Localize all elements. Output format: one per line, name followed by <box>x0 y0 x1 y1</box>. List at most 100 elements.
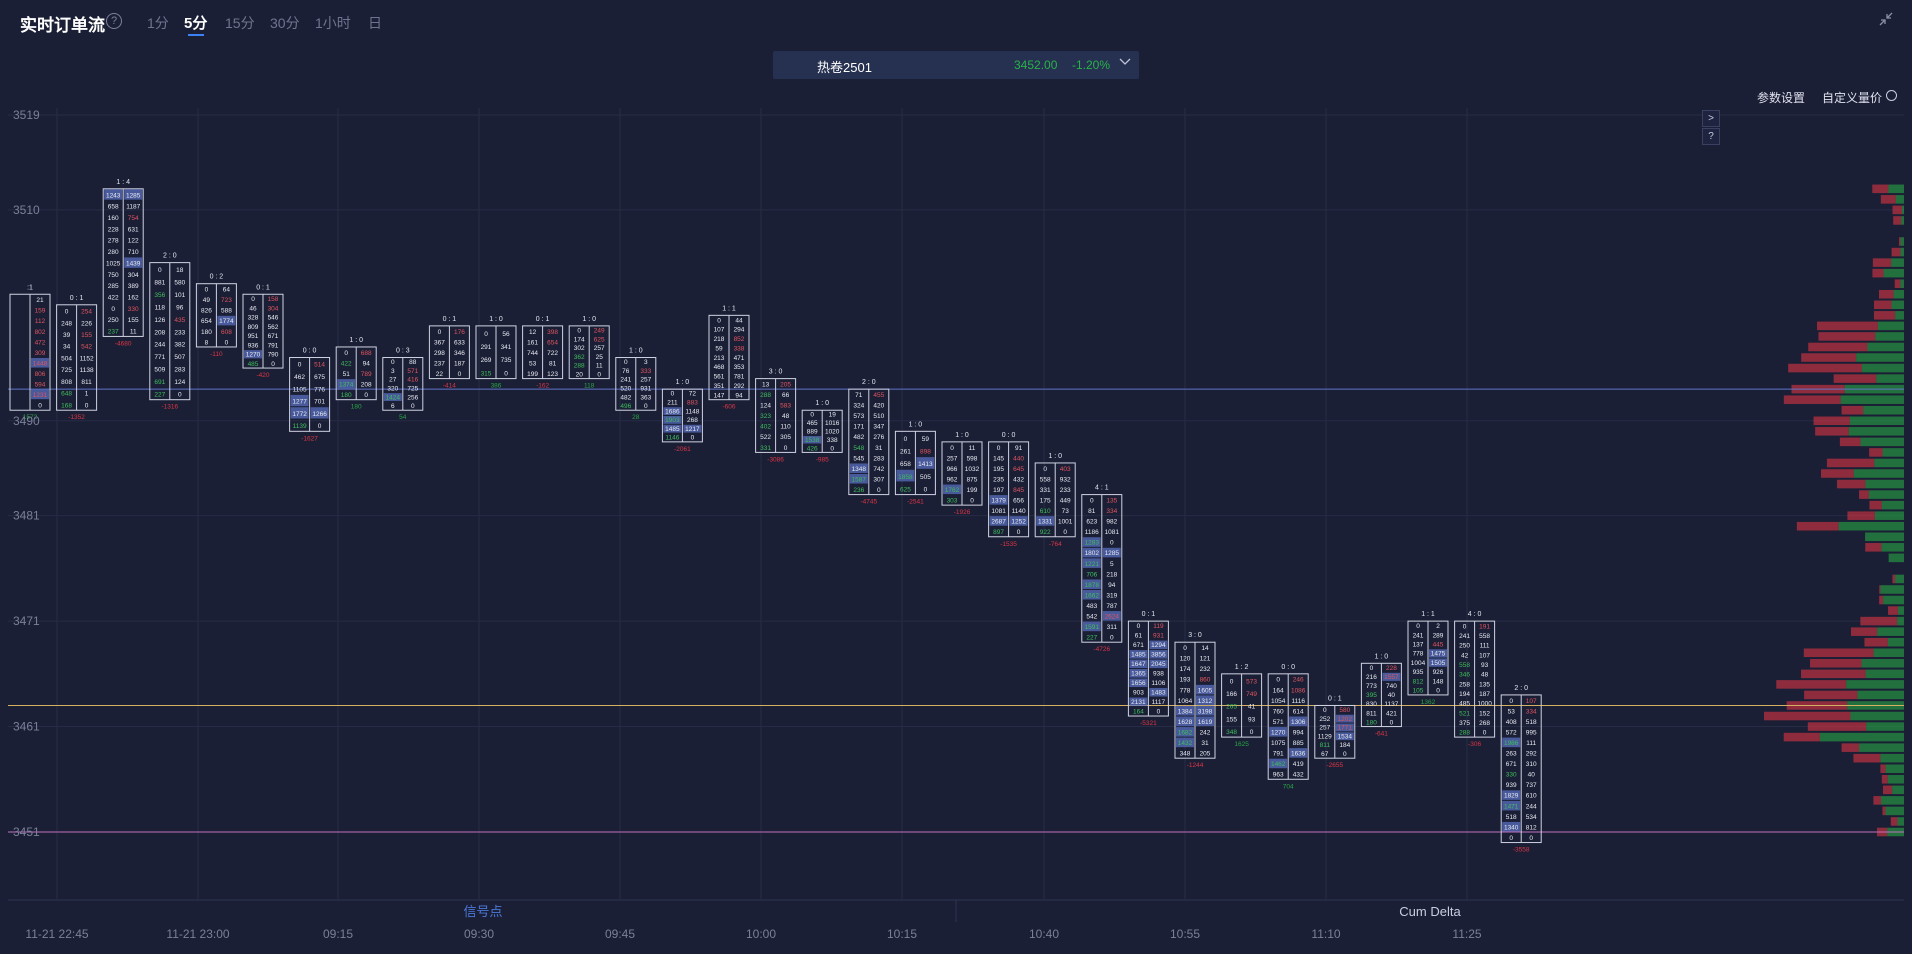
tab-1hour[interactable]: 1小时 <box>315 15 351 31</box>
profile-buy-bar <box>1895 311 1904 320</box>
ask-cell: 2045 <box>1151 661 1166 668</box>
bid-cell: 0 <box>438 329 442 336</box>
profile-sell-bar <box>1890 817 1898 826</box>
tab-1min[interactable]: 1分 <box>147 15 169 31</box>
candle-frame <box>941 441 983 506</box>
bid-cell: 1462 <box>1271 761 1286 768</box>
clock-icon[interactable] <box>1886 90 1897 101</box>
bid-cell: 330 <box>1506 772 1517 779</box>
candle-ratio-label: 1 : 1 <box>722 305 736 312</box>
bid-cell: 362 <box>574 354 585 361</box>
profile-sell-bar <box>1808 342 1868 352</box>
signal-tab[interactable]: 信号点 <box>463 904 503 919</box>
ask-cell: 0 <box>691 435 695 442</box>
sell-highlight <box>31 358 49 368</box>
bid-cell: 1270 <box>246 352 261 359</box>
bid-cell: 811 <box>1320 742 1331 749</box>
tab-5min[interactable]: 5分 <box>184 15 208 32</box>
bid-cell: 1348 <box>852 466 867 473</box>
buy-highlight <box>1036 516 1055 526</box>
candle-ratio-label: 0 : 3 <box>396 348 410 355</box>
bid-cell: 258 <box>1459 681 1470 688</box>
ask-cell: 0 <box>830 445 834 452</box>
symbol-change: -1.20% <box>1072 58 1111 72</box>
ask-cell: 18 <box>176 267 184 274</box>
custom-volume-link[interactable]: 自定义量价 <box>1822 91 1883 105</box>
profile-sell-bar <box>1869 500 1882 510</box>
profile-sell-bar <box>1873 796 1882 805</box>
help-icon[interactable]: ? <box>106 13 122 29</box>
params-settings-link[interactable]: 参数设置 <box>1757 91 1806 105</box>
bid-cell: 572 <box>1506 729 1517 736</box>
bid-cell: 269 <box>481 357 492 364</box>
ask-cell: 514 <box>314 362 325 369</box>
bid-cell: 760 <box>1273 708 1284 715</box>
y-tick-label: 3451 <box>13 825 40 839</box>
profile-sell-bar <box>1876 827 1888 837</box>
bid-cell: 0 <box>577 327 581 334</box>
candle-delta-label: -3086 <box>767 456 784 463</box>
profile-buy-bar <box>1856 353 1904 362</box>
ask-cell: 242 <box>1200 729 1211 736</box>
ask-cell: 184 <box>1339 742 1350 749</box>
ask-cell: 0 <box>178 392 182 399</box>
tab-day[interactable]: 日 <box>368 15 382 31</box>
bid-cell: 61 <box>1135 633 1143 640</box>
profile-sell-bar <box>1880 195 1896 204</box>
ask-cell: 675 <box>314 374 325 381</box>
candle-delta-label: -4726 <box>1093 646 1110 653</box>
bid-cell: 356 <box>154 292 165 299</box>
ask-cell: 289 <box>1433 632 1444 639</box>
ask-cell: 187 <box>454 360 465 367</box>
expand-button[interactable]: > <box>1702 110 1720 127</box>
candle-ratio-label: 1 : 0 <box>676 379 690 386</box>
ask-cell: 226 <box>81 320 92 327</box>
ask-cell: 3 <box>644 359 648 366</box>
profile-sell-bar <box>1786 701 1848 710</box>
ask-cell: 740 <box>1386 683 1397 690</box>
ask-cell: 11 <box>596 363 603 370</box>
bid-cell: 265 <box>1226 704 1237 711</box>
bid-cell: 211 <box>667 400 678 407</box>
bid-cell: 250 <box>108 317 119 324</box>
symbol-selector[interactable]: 热卷2501 3452.00 -1.20% <box>773 51 1139 79</box>
sell-highlight <box>1335 723 1354 732</box>
ask-cell: 580 <box>1339 707 1350 714</box>
bid-cell: 1432 <box>1178 740 1193 747</box>
profile-buy-bar <box>1891 258 1904 267</box>
sell-highlight <box>1429 658 1447 667</box>
ask-cell: 1294 <box>1151 642 1166 649</box>
ask-cell: 1439 <box>126 260 141 267</box>
candle-frame <box>56 304 98 411</box>
ask-cell: 152 <box>1479 710 1490 717</box>
profile-buy-bar <box>1868 490 1904 499</box>
bid-cell: 1591 <box>1085 624 1100 631</box>
bid-cell: 137 <box>1413 641 1424 648</box>
candle-frame <box>428 325 470 380</box>
tab-15min[interactable]: 15分 <box>225 15 255 31</box>
profile-buy-bar <box>1880 585 1904 594</box>
ask-cell: 633 <box>454 339 465 346</box>
tab-30min[interactable]: 30分 <box>270 15 300 31</box>
ask-cell: 932 <box>1060 476 1071 483</box>
profile-sell-bar <box>1869 448 1883 457</box>
bid-cell: 216 <box>1366 674 1377 681</box>
sell-highlight <box>1196 684 1214 695</box>
ask-cell: 1217 <box>685 426 700 433</box>
help-button[interactable]: ? <box>1702 128 1720 145</box>
cum-delta-tab[interactable]: Cum Delta <box>1399 904 1461 919</box>
ask-cell: 1475 <box>1431 651 1446 658</box>
ask-cell: 982 <box>1106 519 1117 526</box>
ask-cell: 11 <box>969 445 976 452</box>
candle-ratio-label: 1 : 0 <box>1048 453 1062 460</box>
ask-cell: 1202 <box>1338 716 1353 723</box>
collapse-icon[interactable] <box>1878 12 1894 28</box>
buy-highlight <box>943 484 961 495</box>
profile-buy-bar <box>1849 416 1904 426</box>
ask-cell: 81 <box>549 360 557 367</box>
